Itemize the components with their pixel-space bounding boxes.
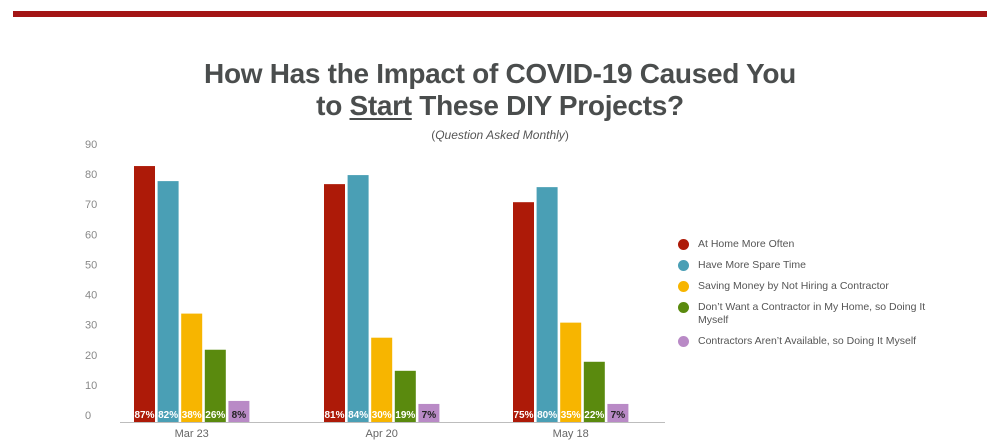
y-tick-label: 20 (85, 350, 97, 362)
data-label: 84% (348, 410, 368, 421)
x-tick-label: Apr 20 (365, 428, 397, 440)
legend-label: Don’t Want a Contractor in My Home, so D… (698, 301, 926, 326)
chart-title: How Has the Impact of COVID-19 Caused Yo… (0, 58, 1000, 122)
y-tick-label: 40 (85, 290, 97, 302)
legend-label: Contractors Aren’t Available, so Doing I… (698, 335, 917, 347)
subtitle-open: ( (431, 128, 436, 142)
legend-swatch (678, 260, 689, 271)
data-label: 82% (158, 410, 178, 421)
data-label: 26% (205, 410, 225, 421)
legend-item: Have More Spare Time (678, 259, 938, 272)
data-label: 30% (372, 410, 392, 421)
y-tick-label: 70 (85, 199, 97, 211)
chart-title-line-1: How Has the Impact of COVID-19 Caused Yo… (204, 58, 796, 89)
bar (607, 403, 629, 422)
y-tick-label: 10 (85, 380, 97, 392)
data-label: 81% (324, 410, 344, 421)
data-label: 38% (182, 410, 202, 421)
y-tick-label: 90 (85, 139, 97, 151)
chart-title-line-2: to Start These DIY Projects? (0, 90, 1000, 122)
data-label: 35% (561, 410, 581, 421)
bar (560, 322, 582, 422)
bar (228, 400, 250, 422)
legend-label: Have More Spare Time (698, 259, 806, 271)
bar (347, 175, 369, 422)
subtitle-close: ) (564, 128, 569, 142)
bar (583, 361, 605, 422)
bar (134, 166, 155, 422)
legend-swatch (678, 336, 689, 347)
data-label: 19% (395, 410, 415, 421)
x-tick-label: May 18 (553, 428, 589, 440)
y-tick-label: 80 (85, 169, 97, 181)
y-tick-label: 50 (85, 259, 97, 271)
legend-item: Saving Money by Not Hiring a Contractor (678, 280, 938, 293)
legend-swatch (678, 239, 689, 250)
bar (181, 313, 203, 422)
legend-label: At Home More Often (698, 238, 795, 250)
legend-swatch (678, 281, 689, 292)
legend-label: Saving Money by Not Hiring a Contractor (698, 280, 889, 292)
y-tick-label: 0 (85, 410, 91, 422)
title-underlined-word: Start (349, 90, 412, 121)
legend-swatch (678, 302, 689, 313)
chart-legend: At Home More Often Have More Spare Time Sa… (678, 238, 938, 356)
bar (513, 202, 534, 422)
y-tick-label: 60 (85, 229, 97, 241)
x-tick-label: Mar 23 (175, 428, 209, 440)
legend-item: Don’t Want a Contractor in My Home, so D… (678, 301, 938, 327)
bar (371, 337, 393, 422)
bar (157, 181, 179, 422)
data-label: 80% (537, 410, 557, 421)
data-label: 7% (611, 410, 626, 421)
chart-subtitle: (Question Asked Monthly) (0, 128, 1000, 142)
title-suffix: These DIY Projects? (411, 90, 684, 121)
top-accent-bar (13, 11, 987, 17)
data-label: 87% (134, 410, 154, 421)
data-label: 7% (422, 410, 437, 421)
title-prefix: to (316, 90, 350, 121)
subtitle-text: Question Asked Monthly (435, 128, 565, 142)
data-label: 22% (584, 410, 604, 421)
bar (394, 370, 416, 422)
bar (418, 403, 440, 422)
data-label: 75% (513, 410, 533, 421)
bar (536, 187, 558, 422)
legend-item: Contractors Aren’t Available, so Doing I… (678, 335, 938, 348)
bar (324, 184, 345, 422)
data-label: 8% (232, 410, 247, 421)
legend-item: At Home More Often (678, 238, 938, 251)
bar (204, 349, 226, 422)
y-tick-label: 30 (85, 320, 97, 332)
